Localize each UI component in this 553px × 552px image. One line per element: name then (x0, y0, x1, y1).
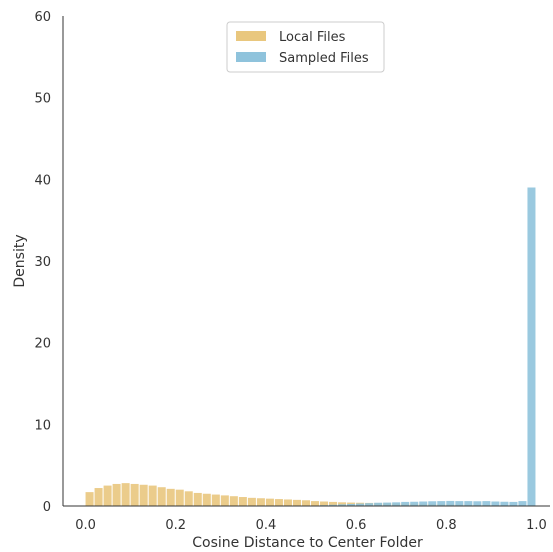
x-tick-label: 0.2 (165, 518, 186, 533)
legend-label-local-files: Local Files (279, 30, 346, 45)
local-files-bar (184, 491, 193, 506)
sampled-files-bar (356, 503, 365, 506)
sampled-files-bar (392, 502, 401, 506)
local-files-bar (311, 501, 320, 506)
sampled-files-bar (464, 501, 473, 506)
x-tick-label: 0.4 (256, 518, 277, 533)
local-files-bar (112, 483, 121, 506)
local-files-bar (121, 483, 130, 506)
local-files-bar (139, 484, 148, 506)
local-files-bar (229, 496, 238, 506)
y-tick-label: 40 (34, 173, 51, 188)
sampled-files-bar (428, 501, 437, 506)
sampled-files-bar (374, 502, 383, 506)
local-files-bar (211, 494, 220, 506)
y-tick-label: 60 (34, 10, 51, 25)
local-files-bar (175, 489, 184, 506)
sampled-files-bar (527, 187, 536, 506)
local-files-bar (148, 485, 157, 506)
local-files-bar (166, 488, 175, 506)
sampled-files-bar (419, 501, 428, 506)
sampled-files-bar (446, 500, 455, 506)
sampled-files-bar (518, 501, 527, 506)
axes-group (62, 16, 550, 507)
sampled-files-bar (365, 503, 374, 506)
legend-box (226, 21, 385, 73)
local-files-bar (338, 502, 347, 506)
sampled-files-bar (347, 503, 356, 506)
legend: Local Files Sampled Files (226, 21, 385, 73)
local-files-bar (274, 499, 283, 506)
local-files-bar (256, 498, 265, 506)
sampled-files-bar (401, 501, 410, 506)
legend-swatch-sampled-files (236, 52, 266, 62)
local-files-bar (130, 483, 139, 506)
sampled-files-bar (329, 504, 338, 506)
x-tick-label: 0.6 (346, 518, 367, 533)
local-files-bar (157, 487, 166, 506)
local-files-bar (202, 493, 211, 506)
sampled-files-bar (437, 501, 446, 506)
y-axis-label: Density (12, 234, 28, 287)
y-tick-label: 20 (34, 337, 51, 352)
local-files-bar (94, 488, 103, 506)
ticks-group: 0.0 0.2 0.4 0.6 0.8 1.0 0 10 20 30 40 50 60 (34, 10, 546, 533)
sampled-files-bar (455, 501, 464, 506)
sampled-files-bar (482, 501, 491, 506)
local-files-bar (103, 485, 112, 506)
local-files-bar (329, 501, 338, 506)
sampled-files-bar (509, 501, 518, 506)
bars-group (85, 187, 536, 506)
local-files-bar (301, 500, 311, 506)
legend-label-sampled-files: Sampled Files (279, 51, 369, 66)
y-tick-label: 30 (34, 255, 51, 270)
local-files-bar (247, 497, 256, 506)
local-files-bar (292, 499, 301, 506)
sampled-files-bar (500, 501, 509, 506)
sampled-files-bar (491, 501, 500, 506)
legend-swatch-local-files (236, 31, 266, 41)
sampled-files-bar (383, 502, 392, 506)
x-axis-label: Cosine Distance to Center Folder (192, 535, 423, 551)
sampled-files-bar (338, 504, 347, 506)
y-tick-label: 50 (34, 92, 51, 107)
local-files-bar (193, 492, 202, 506)
local-files-bar (265, 498, 274, 506)
sampled-files-bar (473, 501, 482, 506)
local-files-bar (220, 495, 229, 506)
x-tick-label: 1.0 (526, 518, 547, 533)
x-tick-label: 0.0 (75, 518, 96, 533)
x-tick-label: 0.8 (436, 518, 457, 533)
y-tick-label: 0 (43, 500, 51, 515)
local-files-bar (320, 501, 329, 506)
local-files-bar (238, 497, 247, 506)
local-files-bar (283, 499, 292, 506)
y-tick-label: 10 (34, 418, 51, 433)
local-files-bar (85, 492, 94, 506)
sampled-files-bar (410, 501, 419, 506)
